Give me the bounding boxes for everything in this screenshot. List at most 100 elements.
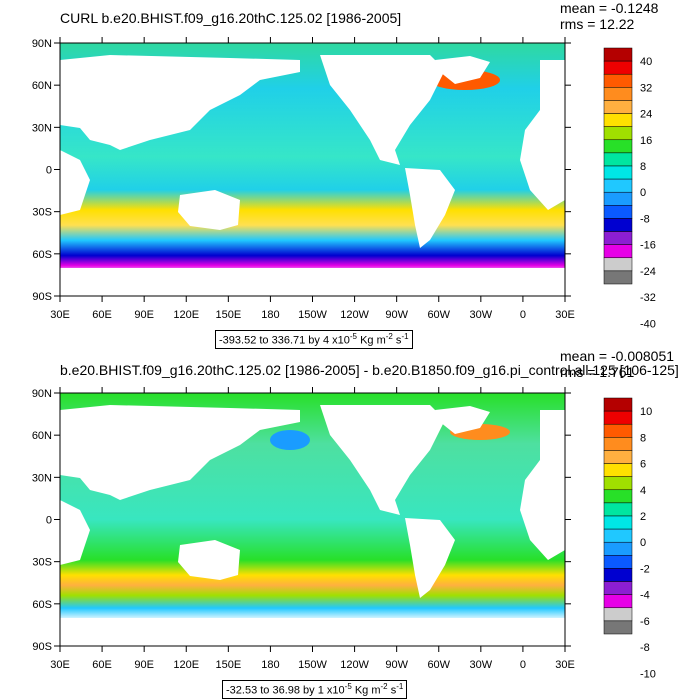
panel1-colorbar-swatch: [603, 100, 633, 114]
panel2-lon-label: 120E: [173, 659, 199, 671]
panel2-lat-label: 90S: [32, 641, 52, 653]
panel2-lon-label: 60E: [92, 659, 112, 671]
panel1-colorbar-label: 8: [640, 161, 646, 173]
panel2-colorbar-label: 4: [640, 485, 646, 497]
panel2-range-label: -32.53 to 36.98 by 1 x10-5 Kg m-2 s-1: [222, 680, 408, 699]
panel1-map: [60, 43, 565, 296]
panel1-colorbar-swatch: [603, 257, 633, 272]
panel2-lon-label: 60W: [427, 659, 450, 671]
panel1-lon-label: 120W: [340, 309, 369, 321]
panel1-lat-label: 90S: [32, 291, 52, 303]
panel2-lat-label: 60N: [32, 430, 52, 442]
panel1-colorbar-swatch: [603, 191, 633, 206]
panel1-colorbar-swatch: [603, 139, 633, 154]
panel2-colorbar-swatch: [603, 450, 633, 464]
panel1-colorbar-label: 16: [640, 135, 652, 147]
panel2-colorbar-label: -2: [640, 563, 650, 575]
panel1-colorbar: 40 32 24 16 8 0 -8 -16 -24 -32 -40: [603, 47, 656, 330]
panel2-lon-label: 30W: [470, 659, 493, 671]
panel1-colorbar-swatch: [603, 270, 633, 285]
panel2-axes: 90N 60N 30N 0 30S 60S 90S 30E 60E 90E 120E 150E 180 1…: [32, 387, 575, 671]
panel1-colorbar-label: -8: [640, 213, 650, 225]
panel2-colorbar-swatch: [603, 437, 633, 451]
panel2-lon-label: 30E: [50, 659, 70, 671]
panel2-colorbar-label: -10: [640, 668, 656, 680]
panel1-lat-label: 30S: [32, 207, 52, 219]
panel2-lon-label: 180: [261, 659, 279, 671]
panel2-lon-label: 120W: [340, 659, 369, 671]
panel1-colorbar-swatch: [603, 113, 633, 127]
panel1-lon-label: 120E: [173, 309, 199, 321]
panel2-rms: rms = 1.761: [560, 364, 635, 380]
panel1-axes: 90N 60N 30N 0 30S 60S 90S 30E 60E 90E 120E 150E 180 1…: [32, 37, 575, 321]
panel1-colorbar-swatch: [603, 126, 633, 141]
panel1-colorbar-label: 24: [640, 109, 652, 121]
panel2-lat-label: 60S: [32, 599, 52, 611]
panel1-lon-label: 150E: [215, 309, 241, 321]
panel2-colorbar-label: -4: [640, 590, 650, 602]
panel2-colorbar-swatch: [603, 555, 633, 569]
panel1-colorbar-swatch: [603, 73, 633, 88]
panel2-colorbar-swatch: [603, 607, 633, 622]
panel2-colorbar-label: -6: [640, 616, 650, 628]
panel2-lon-label: 90E: [134, 659, 154, 671]
panel1-colorbar-swatch: [603, 152, 633, 167]
panel2-colorbar-label: 2: [640, 511, 646, 523]
panel2-lon-label: 0: [520, 659, 526, 671]
panel1-colorbar-swatch: [603, 60, 633, 75]
panel1-lon-label: 60W: [427, 309, 450, 321]
panel1-colorbar-swatch: [603, 47, 633, 62]
panel1-land: [60, 55, 565, 296]
panel2-colorbar-swatch: [603, 515, 633, 530]
panel1-colorbar-label: 40: [640, 56, 652, 68]
panel1-lon-label: 60E: [92, 309, 112, 321]
panel1-lat-label: 90N: [32, 38, 52, 50]
panel2-colorbar-label: 0: [640, 537, 646, 549]
panel1-colorbar-swatch: [603, 218, 633, 232]
panel2-mean: mean = -0.008051: [560, 348, 675, 364]
panel1-lon-label: 90E: [134, 309, 154, 321]
panel1-lat-label: 30N: [32, 122, 52, 134]
panel2-colorbar-swatch: [603, 410, 633, 425]
panel1-colorbar-label: -24: [640, 266, 656, 278]
panel2-lon-label: 150E: [215, 659, 241, 671]
panel2-colorbar-swatch: [603, 528, 633, 543]
panel2-colorbar-swatch: [603, 397, 633, 412]
panel1-title: CURL b.e20.BHIST.f09_g16.20thC.125.02 [1…: [60, 10, 402, 26]
panel2-north-pacific-feature: [270, 430, 310, 450]
panel2-colorbar-label: -8: [640, 642, 650, 654]
panel2-colorbar-swatch: [603, 568, 633, 582]
panel1-colorbar-swatch: [603, 165, 633, 180]
panel2-colorbar-swatch: [603, 541, 633, 556]
panel1-lon-label: 30E: [50, 309, 70, 321]
panel2-lat-label: 90N: [32, 388, 52, 400]
panel2-lat-label: 30S: [32, 557, 52, 569]
panel1-colorbar-label: -16: [640, 240, 656, 252]
panel2-colorbar-swatch: [603, 463, 633, 477]
panel2-colorbar: 10 8 6 4 2 0 -2 -4 -6 -8 -10: [603, 397, 656, 680]
panel1-lon-label: 90W: [385, 309, 408, 321]
panel1-colorbar-swatch: [603, 244, 633, 259]
panel2-colorbar-swatch: [603, 476, 633, 491]
panel1-lat-label: 0: [46, 165, 52, 177]
panel1-colorbar-label: 0: [640, 187, 646, 199]
panel1-colorbar-swatch: [603, 231, 633, 245]
panel1-lon-label: 0: [520, 309, 526, 321]
panel1-colorbar-label: -40: [640, 318, 656, 330]
panel1-colorbar-label: -32: [640, 292, 656, 304]
panel2-colorbar-swatch: [603, 489, 633, 504]
panel2-colorbar-swatch: [603, 620, 633, 635]
panel1-colorbar-label: 32: [640, 82, 652, 94]
panel2-lat-label: 30N: [32, 472, 52, 484]
panel2-title: b.e20.BHIST.f09_g16.20thC.125.02 [1986-2…: [60, 362, 679, 378]
panel1-mean: mean = -0.1248: [560, 0, 659, 16]
panel2-colorbar-swatch: [603, 581, 633, 595]
panel1-lon-label: 180: [261, 309, 279, 321]
panel2-lon-label: 90W: [385, 659, 408, 671]
panel1-colorbar-swatch: [603, 205, 633, 219]
panel2-colorbar-label: 8: [640, 432, 646, 444]
panel2-colorbar-swatch: [603, 423, 633, 438]
panel1-colorbar-swatch: [603, 87, 633, 101]
panel2-colorbar-label: 6: [640, 459, 646, 471]
